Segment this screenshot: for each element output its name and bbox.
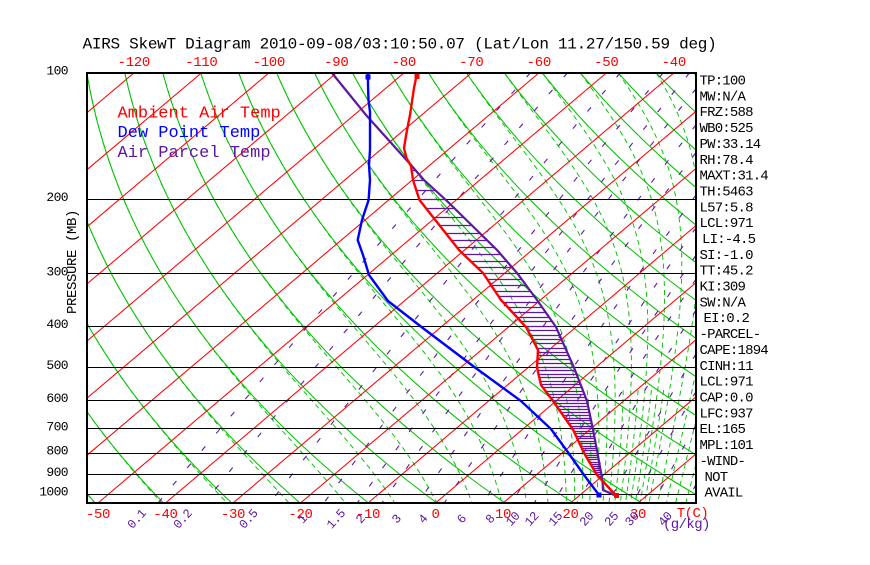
svg-text:-80: -80 bbox=[392, 55, 416, 71]
svg-text:10: 10 bbox=[495, 507, 511, 523]
svg-text:0: 0 bbox=[431, 507, 439, 523]
svg-text:CAPE:1894: CAPE:1894 bbox=[700, 343, 769, 359]
svg-text:-PARCEL-: -PARCEL- bbox=[700, 327, 761, 343]
svg-text:-WIND-: -WIND- bbox=[700, 454, 746, 470]
svg-text:(g/kg): (g/kg) bbox=[663, 517, 710, 533]
svg-text:-60: -60 bbox=[527, 55, 551, 71]
svg-text:AVAIL: AVAIL bbox=[705, 486, 743, 502]
svg-text:LI:-4.5: LI:-4.5 bbox=[702, 232, 756, 248]
svg-text:-100: -100 bbox=[253, 55, 285, 71]
svg-text:-70: -70 bbox=[459, 55, 483, 71]
svg-text:100: 100 bbox=[46, 64, 68, 79]
svg-text:-50: -50 bbox=[594, 55, 618, 71]
svg-text:1000: 1000 bbox=[39, 485, 68, 500]
svg-text:MPL:101: MPL:101 bbox=[700, 438, 754, 454]
svg-text:200: 200 bbox=[46, 190, 68, 205]
svg-text:TH:5463: TH:5463 bbox=[700, 184, 754, 200]
svg-text:PRESSURE (MB): PRESSURE (MB) bbox=[65, 210, 81, 314]
svg-text:RH:78.4: RH:78.4 bbox=[700, 153, 754, 169]
svg-text:500: 500 bbox=[46, 358, 68, 373]
svg-text:800: 800 bbox=[46, 444, 68, 459]
svg-text:400: 400 bbox=[46, 317, 68, 332]
svg-text:MW:N/A: MW:N/A bbox=[700, 89, 747, 105]
svg-text:Air Parcel Temp: Air Parcel Temp bbox=[118, 144, 271, 163]
svg-text:900: 900 bbox=[46, 465, 68, 480]
svg-text:TP:100: TP:100 bbox=[700, 74, 746, 90]
svg-text:Dew Point Temp: Dew Point Temp bbox=[118, 124, 261, 143]
svg-text:EL:165: EL:165 bbox=[700, 422, 746, 438]
svg-text:L57:5.8: L57:5.8 bbox=[700, 200, 754, 216]
svg-text:LCL:971: LCL:971 bbox=[700, 216, 754, 232]
svg-text:AIRS SkewT Diagram 2010-09-08/: AIRS SkewT Diagram 2010-09-08/03:10:50.0… bbox=[83, 36, 717, 54]
svg-text:LCL:971: LCL:971 bbox=[700, 375, 754, 391]
svg-text:FRZ:588: FRZ:588 bbox=[700, 105, 754, 121]
svg-text:-40: -40 bbox=[153, 507, 177, 523]
svg-text:LFC:937: LFC:937 bbox=[700, 406, 754, 422]
svg-text:PW:33.14: PW:33.14 bbox=[700, 137, 761, 153]
svg-text:20: 20 bbox=[562, 507, 578, 523]
svg-text:-50: -50 bbox=[86, 507, 110, 523]
svg-text:CINH:11: CINH:11 bbox=[700, 359, 754, 375]
svg-text:-20: -20 bbox=[288, 507, 312, 523]
svg-text:-10: -10 bbox=[356, 507, 380, 523]
svg-text:KI:309: KI:309 bbox=[700, 280, 746, 296]
svg-text:-30: -30 bbox=[221, 507, 245, 523]
svg-text:NOT: NOT bbox=[705, 470, 728, 486]
svg-text:MAXT:31.4: MAXT:31.4 bbox=[700, 169, 769, 185]
svg-text:TT:45.2: TT:45.2 bbox=[700, 264, 754, 280]
svg-text:SW:N/A: SW:N/A bbox=[700, 295, 747, 311]
svg-text:-40: -40 bbox=[662, 55, 686, 71]
svg-text:600: 600 bbox=[46, 391, 68, 406]
svg-text:-90: -90 bbox=[324, 55, 348, 71]
svg-text:WB0:525: WB0:525 bbox=[700, 121, 754, 137]
svg-text:T(C): T(C) bbox=[677, 506, 709, 522]
svg-text:700: 700 bbox=[46, 419, 68, 434]
svg-text:Ambient Air Temp: Ambient Air Temp bbox=[118, 105, 281, 124]
svg-text:30: 30 bbox=[630, 507, 646, 523]
svg-text:SI:-1.0: SI:-1.0 bbox=[700, 248, 754, 264]
svg-text:CAP:0.0: CAP:0.0 bbox=[700, 391, 754, 407]
svg-text:-110: -110 bbox=[185, 55, 217, 71]
svg-text:-120: -120 bbox=[118, 55, 150, 71]
svg-text:300: 300 bbox=[46, 264, 68, 279]
svg-text:EI:0.2: EI:0.2 bbox=[704, 311, 750, 327]
